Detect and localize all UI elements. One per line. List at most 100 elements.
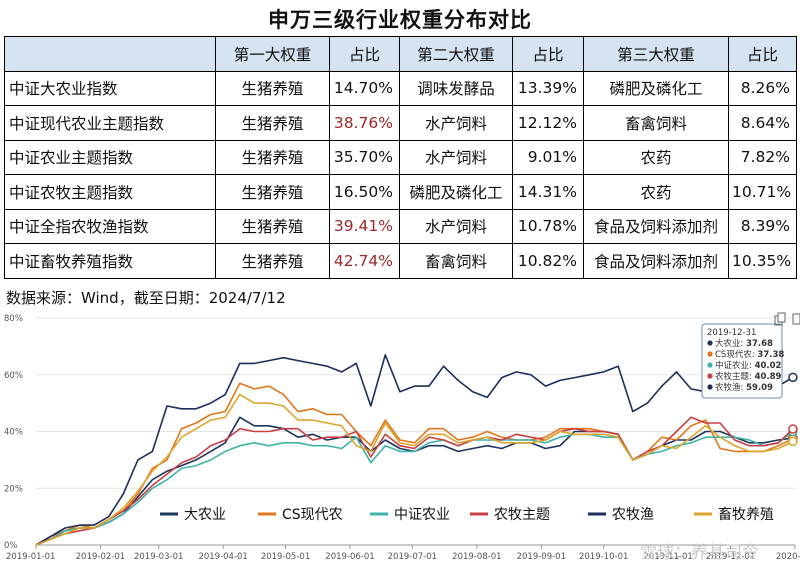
third-weight-cell: 磷肥及磷化工 [583, 70, 729, 106]
x-tick-label: 2019-08-01 [452, 552, 501, 562]
tooltip-item: 农牧渔: 59.09 [715, 382, 773, 393]
header-cell-share-1: 占比 [329, 36, 400, 72]
toolbar-icons[interactable] [774, 312, 800, 326]
first-share-cell: 14.70% [329, 70, 400, 106]
index-name-cell: 中证全指农牧渔指数 [4, 208, 216, 244]
second-share-cell: 10.78% [512, 208, 584, 244]
tooltip-item: 农牧主题: 40.89 [715, 371, 782, 382]
header-cell-index [4, 36, 216, 72]
tooltip-box [701, 323, 783, 399]
third-weight-cell: 食品及饲料添加剂 [583, 208, 729, 244]
header-cell-first-weight: 第一大权重 [215, 36, 330, 72]
legend-item[interactable]: CS现代农 [282, 507, 343, 523]
third-share-cell: 10.35% [728, 243, 797, 279]
table-row: 中证大农业指数 生猪养殖 14.70% 调味发酵品 13.39% 磷肥及磷化工 … [4, 70, 797, 106]
first-share-cell: 39.41% [329, 208, 400, 244]
series-line-3 [35, 416, 794, 546]
second-weight-cell: 磷肥及磷化工 [399, 174, 513, 210]
second-share-cell: 14.31% [512, 174, 584, 210]
second-share-cell: 9.01% [512, 139, 584, 175]
series-end-point [788, 424, 798, 434]
header-cell-second-weight: 第二大权重 [399, 36, 513, 72]
first-share-cell: 42.74% [329, 243, 400, 279]
x-tick-label: 2019-04-01 [198, 552, 247, 562]
first-share-cell: 16.50% [329, 174, 400, 210]
x-axis-ticks: 2019-01-01 2019-02-01 2019-03-01 2019-04-01… [6, 545, 800, 562]
first-share-cell: 35.70% [329, 139, 400, 175]
series-line-5 [35, 393, 794, 546]
chart-legend: 大农业 CS现代农 中证农业 农牧主题 农牧渔 畜牧养殖 [160, 506, 774, 523]
legend-item[interactable]: 大农业 [184, 507, 226, 523]
tooltip-marker [707, 384, 713, 390]
weights-table: 第一大权重 占比 第二大权重 占比 第三大权重 占比 中证大农业指数 生猪养殖 … [4, 36, 797, 279]
third-weight-cell: 畜禽饲料 [583, 105, 729, 141]
third-share-cell: 8.39% [728, 208, 797, 244]
y-axis-ticks: 0% 20% 40% 60% 80% [4, 314, 23, 551]
x-tick-label: 2019-02-01 [76, 552, 125, 562]
tooltip-item: 大农业: 37.68 [715, 338, 773, 349]
x-tick-label: 2019-09-01 [517, 552, 566, 562]
y-tick-label: 20% [4, 484, 23, 494]
second-weight-cell: 畜禽饲料 [399, 243, 513, 279]
x-tick-label: 2019-01-01 [6, 552, 55, 562]
table-row: 中证畜牧养殖指数 生猪养殖 42.74% 畜禽饲料 10.82% 食品及饲料添加… [4, 243, 797, 279]
watermark-text: 雪球：养基司令 [640, 543, 759, 563]
second-weight-cell: 调味发酵品 [399, 70, 513, 106]
header-cell-share-3: 占比 [728, 36, 797, 72]
series-line-4 [35, 348, 794, 546]
second-share-cell: 13.39% [512, 70, 584, 106]
y-tick-label: 80% [4, 314, 23, 324]
tooltip-marker [707, 340, 713, 346]
legend-item[interactable]: 中证农业 [394, 507, 450, 523]
y-tick-label: 60% [4, 371, 23, 381]
first-weight-cell: 生猪养殖 [215, 243, 330, 279]
third-weight-cell: 食品及饲料添加剂 [583, 243, 729, 279]
first-weight-cell: 生猪养殖 [215, 70, 330, 106]
tooltip-marker [707, 351, 713, 357]
table-row: 中证农业主题指数 生猪养殖 35.70% 水产饲料 9.01% 农药 7.82% [4, 139, 797, 175]
header-cell-share-2: 占比 [512, 36, 584, 72]
index-name-cell: 中证畜牧养殖指数 [4, 243, 216, 279]
second-weight-cell: 水产饲料 [399, 105, 513, 141]
third-share-cell: 10.71% [728, 174, 797, 210]
tooltip-date: 2019-12-31 [707, 328, 756, 338]
tooltip-item: 中证农业: 40.02 [715, 360, 782, 371]
second-share-cell: 10.82% [512, 243, 584, 279]
first-weight-cell: 生猪养殖 [215, 208, 330, 244]
second-weight-cell: 水产饲料 [399, 208, 513, 244]
legend-item[interactable]: 农牧主题 [494, 507, 550, 523]
third-weight-cell: 农药 [583, 174, 729, 210]
x-tick-label: 2019-11-01 [643, 552, 692, 562]
first-weight-cell: 生猪养殖 [215, 174, 330, 210]
x-tick-label: 2019-12-01 [706, 552, 755, 562]
second-share-cell: 12.12% [512, 105, 584, 141]
y-tick-label: 0% [4, 541, 18, 551]
index-name-cell: 中证现代农业主题指数 [4, 105, 216, 141]
series-end-point [788, 372, 798, 383]
index-name-cell: 中证农牧主题指数 [4, 174, 216, 210]
x-tick-label: 2020-0... [776, 552, 800, 562]
second-weight-cell: 水产饲料 [399, 139, 513, 175]
legend-item[interactable]: 农牧渔 [612, 507, 654, 523]
x-tick-label: 2019-05-01 [261, 552, 310, 562]
index-name-cell: 中证农业主题指数 [4, 139, 216, 175]
third-share-cell: 8.26% [728, 70, 797, 106]
header-cell-third-weight: 第三大权重 [583, 36, 729, 72]
resize-icon [792, 313, 800, 325]
tooltip-item: CS现代农: 37.38 [715, 349, 784, 360]
third-share-cell: 8.64% [728, 105, 797, 141]
y-tick-label: 40% [4, 428, 23, 438]
chart-title: 申万三级行业权重分布对比 [268, 8, 532, 32]
table-row: 中证农牧主题指数 生猪养殖 16.50% 磷肥及磷化工 14.31% 农药 10… [4, 174, 797, 210]
table-row: 中证全指农牧渔指数 生猪养殖 39.41% 水产饲料 10.78% 食品及饲料添… [4, 208, 797, 244]
legend-item[interactable]: 畜牧养殖 [718, 506, 774, 523]
x-tick-label: 2019-07-01 [388, 552, 437, 562]
index-name-cell: 中证大农业指数 [4, 70, 216, 106]
third-weight-cell: 农药 [583, 139, 729, 175]
first-weight-cell: 生猪养殖 [215, 105, 330, 141]
x-tick-label: 2019-03-01 [134, 552, 183, 562]
first-share-cell: 38.76% [329, 105, 400, 141]
first-weight-cell: 生猪养殖 [215, 139, 330, 175]
series-lines [35, 348, 798, 546]
